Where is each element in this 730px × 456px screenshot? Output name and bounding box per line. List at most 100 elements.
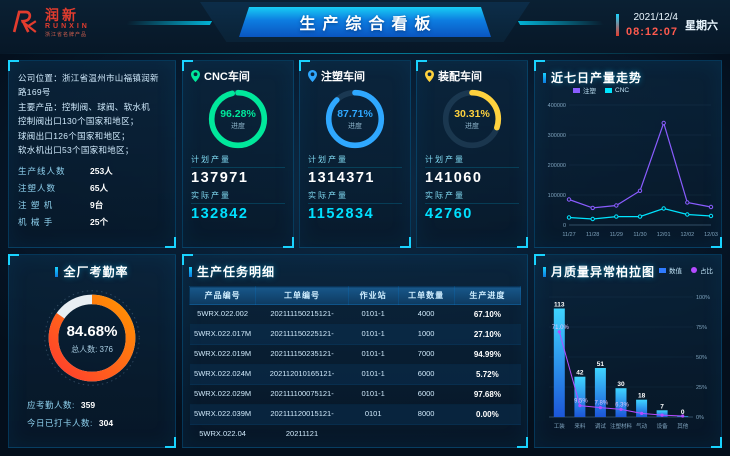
task-cell: 0101-1	[348, 304, 398, 325]
expected-attendance-label: 应考勤人数:	[27, 400, 75, 410]
company-info-line: 软水机出口53个国家和地区；	[18, 145, 134, 156]
pareto-chart-title: 月质量异常柏拉图	[543, 263, 713, 280]
task-cell: 0.00%	[454, 404, 521, 425]
actual-output-value: 1152834	[308, 206, 375, 222]
task-cell: 97.68%	[454, 384, 521, 405]
svg-text:71.0%: 71.0%	[552, 325, 570, 331]
task-row: 5WRX.022.017M 202111150225121- 0101-1 1000 2…	[189, 324, 521, 345]
plan-output-value: 141060	[425, 170, 483, 186]
legend-item-ratio[interactable]: 占比	[691, 265, 713, 275]
legend-item-count[interactable]: 数值	[659, 265, 682, 275]
attendance-detail-rows: 应考勤人数: 359 今日已打卡人数: 304	[17, 397, 167, 433]
task-cell: 5WRX.022.019M	[189, 344, 256, 365]
plan-output: 计划产量 1314371	[308, 154, 402, 186]
progress-value: 96.28%	[220, 107, 256, 120]
company-stats: 生产线人数 253人 注塑人数 65人注 塑 机 9台机 械 手 25个	[18, 163, 166, 231]
location-pin-icon	[191, 70, 200, 82]
workshop-name: CNC车间	[204, 71, 250, 83]
task-cell: 5.72%	[454, 364, 521, 385]
attendance-title: 全厂考勤率	[17, 263, 167, 280]
progress-ring: 30.31% 进度	[441, 88, 503, 150]
actual-output-label: 实际产量	[425, 190, 519, 204]
stat-value: 253人	[90, 165, 113, 176]
workshop-card-injection: 注塑车间 87.71% 进度 计划产量 1314371 实际产量 1152834	[299, 60, 411, 248]
svg-text:30: 30	[617, 381, 625, 388]
svg-text:注塑材料: 注塑材料	[610, 422, 633, 430]
legend-label: 数值	[669, 268, 682, 275]
weekday-text: 星期六	[685, 20, 718, 33]
progress-caption: 进度	[465, 122, 479, 130]
task-cell: 0101-1	[348, 324, 398, 345]
company-info-line: 控制阀出口130个国家和地区；	[18, 116, 139, 127]
svg-text:50%: 50%	[696, 355, 707, 361]
company-logo: 润新 RUNXIN 浙江省名牌产品	[10, 7, 90, 39]
stat-label: 注 塑 机	[18, 199, 54, 210]
task-cell: 8000	[398, 404, 455, 425]
plan-output: 计划产量 141060	[425, 154, 519, 186]
pareto-bar	[574, 376, 586, 417]
progress-caption: 进度	[231, 122, 245, 130]
task-table-title: 生产任务明细	[189, 263, 521, 280]
svg-text:11/30: 11/30	[633, 232, 646, 238]
plan-output: 计划产量 137971	[191, 154, 285, 186]
progress-value: 30.31%	[454, 107, 490, 120]
task-table-panel: 生产任务明细 产品编号 工单编号 作业站 工单数量 生产进度 5WRX.022.002 2…	[182, 254, 528, 448]
company-stat-row: 注 塑 机 9台	[18, 197, 166, 214]
svg-text:9.5%: 9.5%	[574, 399, 588, 405]
task-cell: 27.10%	[454, 324, 521, 345]
task-cell	[454, 424, 521, 436]
company-info-line: 主要产品：控制阀、球阀、软水机	[18, 101, 151, 112]
actual-output-label: 实际产量	[191, 190, 285, 204]
task-row: 5WRX.022.002 202111150215121- 0101-1 4000 67…	[189, 304, 521, 325]
attendance-total-label: 总人数:	[71, 345, 98, 354]
workshop-header: CNC车间	[191, 68, 285, 84]
datetime-accent	[615, 14, 619, 37]
attendance-gauge: 84.68% 总人数: 376	[39, 285, 145, 391]
svg-text:来料: 来料	[574, 422, 586, 430]
legend-swatch-ratio	[691, 267, 697, 273]
actual-output: 实际产量 42760	[425, 190, 519, 222]
task-cell: 0101-1	[348, 344, 398, 365]
svg-text:42: 42	[576, 370, 584, 377]
svg-text:7: 7	[660, 403, 664, 410]
task-cell: 20211121	[255, 424, 349, 436]
task-cell: 5WRX.022.04	[189, 424, 256, 436]
checked-in-row: 今日已打卡人数: 304	[27, 415, 157, 433]
legend-item-injection[interactable]: 注塑	[573, 85, 596, 95]
task-cell: 202111150215121-	[255, 304, 349, 325]
legend-item-cnc[interactable]: CNC	[605, 85, 629, 95]
legend-label: 注塑	[583, 88, 596, 95]
pareto-legend: 数值 占比	[659, 265, 713, 275]
company-stat-row: 注塑人数 65人	[18, 180, 166, 197]
company-stat-row: 生产线人数 253人	[18, 163, 166, 180]
task-row: 5WRX.022.039M 202111120015121- 0101 8000 0.0…	[189, 404, 521, 425]
pareto-bar	[594, 368, 606, 417]
svg-text:调试: 调试	[595, 422, 607, 430]
workshop-header: 注塑车间	[308, 68, 402, 84]
location-pin-icon	[308, 70, 317, 82]
svg-text:0: 0	[563, 223, 566, 229]
workshop-header: 装配车间	[425, 68, 519, 84]
stat-label: 注塑人数	[18, 182, 57, 193]
task-table-viewport[interactable]: 产品编号 工单编号 作业站 工单数量 生产进度 5WRX.022.002 20211115…	[189, 286, 521, 436]
banner-wing-right	[517, 21, 605, 25]
actual-output-value: 42760	[425, 206, 473, 222]
trend-chart-title: 近七日产量走势	[543, 69, 713, 86]
progress-ring: 96.28% 进度	[207, 88, 269, 150]
task-cell: 1000	[398, 324, 455, 345]
company-stat-row: 机 械 手 25个	[18, 214, 166, 231]
svg-text:113: 113	[554, 302, 565, 309]
runxin-logo-icon	[12, 10, 37, 33]
task-col-header: 产品编号	[189, 286, 257, 305]
pareto-chart-panel: 月质量异常柏拉图 数值 占比 0% 25% 50% 75% 100% 113 工装 42 来料 5…	[534, 254, 722, 448]
task-cell: 6000	[398, 384, 455, 405]
datetime: 2021/12/4 08:12:07 星期六	[615, 11, 718, 39]
task-cell: 5WRX.022.024M	[189, 364, 256, 385]
svg-text:300000: 300000	[548, 133, 566, 139]
checked-in-label: 今日已打卡人数:	[27, 417, 93, 428]
attendance-total-value: 376	[99, 345, 113, 354]
pareto-bars: 113 工装 42 来料 51 调试 30 注塑材料 18 气动 7 设备 0 其他	[554, 302, 689, 431]
svg-text:25%: 25%	[696, 385, 707, 391]
svg-text:气动: 气动	[636, 422, 648, 430]
